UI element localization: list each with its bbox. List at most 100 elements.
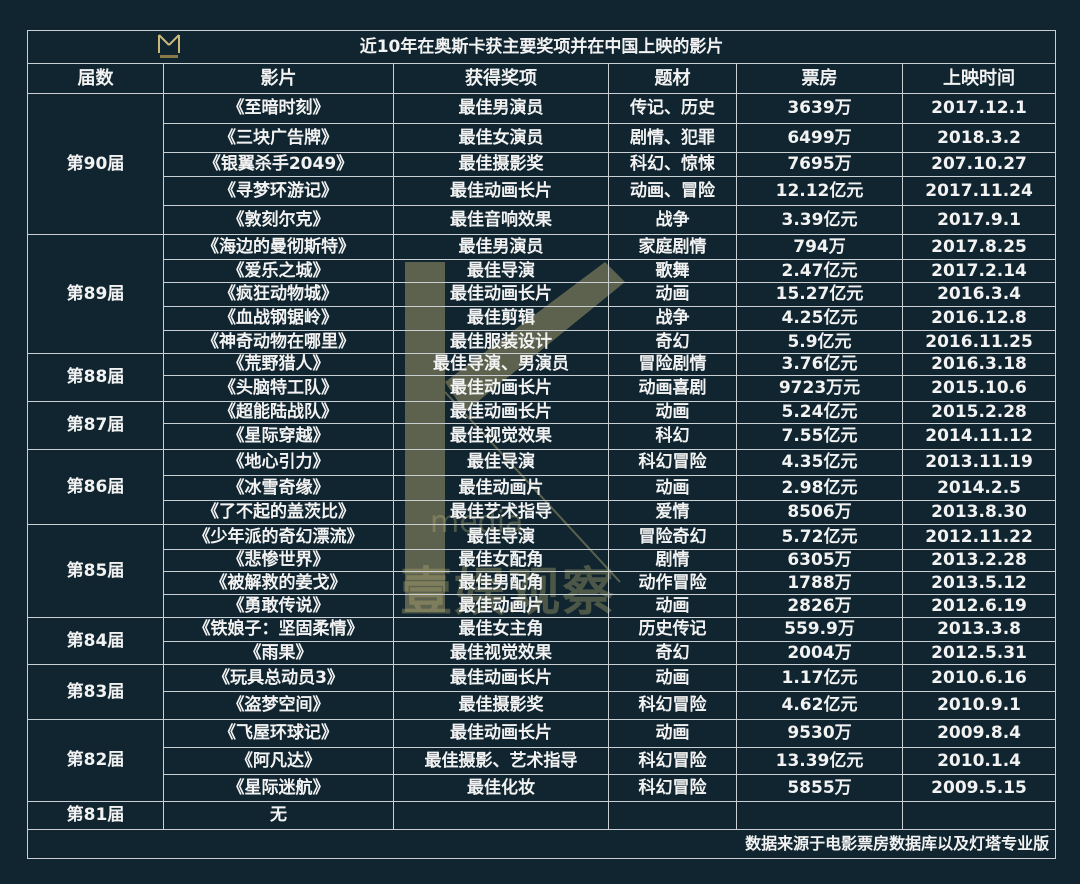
award-cell: 最佳摄影奖 — [393, 691, 609, 720]
brand-logo — [158, 34, 180, 58]
genre-cell: 爱情 — [608, 500, 737, 525]
box-office-cell: 3.39亿元 — [736, 205, 903, 235]
film-cell: 《三块广告牌》 — [163, 123, 394, 153]
table-row: 第87届 《超能陆战队》 最佳动画长片 动画 5.24亿元 2015.2.28 — [27, 401, 1057, 450]
film-cell: 《敦刻尔克》 — [163, 205, 394, 235]
film-cell: 《荒野猎人》 — [163, 353, 394, 376]
award-cell: 最佳男演员 — [393, 93, 609, 124]
genre-cell: 奇幻 — [608, 330, 737, 354]
award-cell: 最佳化妆 — [393, 774, 609, 802]
award-cell: 最佳动画片 — [393, 475, 609, 501]
box-office-cell: 2004万 — [736, 641, 903, 665]
genre-cell: 歌舞 — [608, 259, 737, 283]
header-session: 届数 — [27, 63, 164, 94]
genre-cell: 动画 — [608, 594, 737, 618]
box-office-cell: 4.25亿元 — [736, 306, 903, 331]
film-cell: 《铁娘子：坚固柔情》 — [163, 617, 394, 642]
box-office-cell: 9723万元 — [736, 375, 903, 402]
release-date-cell: 2013.2.28 — [901, 549, 1057, 572]
award-cell: 最佳音响效果 — [393, 205, 609, 235]
award-cell: 最佳男配角 — [393, 571, 609, 595]
table-row: 第83届 《玩具总动员3》 最佳动画长片 动画 1.17亿元 2010.6.16 — [27, 664, 1057, 720]
release-date-cell: 2017.11.24 — [901, 176, 1057, 206]
box-office-cell: 7.55亿元 — [736, 423, 903, 450]
award-cell: 最佳摄影、艺术指导 — [393, 747, 609, 775]
box-office-cell: 1788万 — [736, 571, 903, 595]
header-award: 获得奖项 — [393, 63, 609, 94]
award-cell: 最佳女演员 — [393, 123, 609, 153]
award-cell: 最佳动画片 — [393, 594, 609, 618]
table-row: 第84届 《铁娘子：坚固柔情》 最佳女主角 历史传记 559.9万 2013.3.8 — [27, 617, 1057, 665]
table-row: 《头脑特工队》 最佳动画长片 动画喜剧 9723万元 2015.10.6 — [28, 375, 1057, 402]
release-date-cell: 2012.5.31 — [901, 641, 1057, 665]
box-office-cell: 5.24亿元 — [736, 401, 903, 424]
box-office-cell: 794万 — [736, 234, 903, 260]
table-row: 《三块广告牌》 最佳女演员 剧情、犯罪 6499万 2018.3.2 — [28, 123, 1057, 153]
award-cell: 最佳剪辑 — [393, 306, 609, 331]
film-cell: 《星际穿越》 — [163, 423, 394, 450]
header-film: 影片 — [163, 63, 394, 94]
award-cell: 最佳艺术指导 — [393, 500, 609, 525]
release-date-cell: 2016.11.25 — [901, 330, 1057, 354]
table-row: 《星际迷航》 最佳化妆 科幻冒险 5855万 2009.5.15 — [28, 774, 1057, 802]
table-row: 《爱乐之城》 最佳导演 歌舞 2.47亿元 2017.2.14 — [28, 259, 1057, 283]
genre-cell: 战争 — [608, 205, 737, 235]
film-cell: 《至暗时刻》 — [163, 93, 394, 124]
award-cell: 最佳动画长片 — [393, 401, 609, 424]
film-cell: 《血战钢锯岭》 — [163, 306, 394, 331]
release-date-cell: 2017.2.14 — [901, 259, 1057, 283]
table-row: 《寻梦环游记》 最佳动画长片 动画、冒险 12.12亿元 2017.11.24 — [28, 176, 1057, 206]
release-date-cell: 2013.8.30 — [901, 500, 1057, 525]
oscar-table: 近10年在奥斯卡获主要奖项并在中国上映的影片 届数 影片 获得奖项 题材 票房 上映时间 … — [26, 30, 1057, 859]
film-cell: 《飞屋环球记》 — [163, 719, 394, 748]
genre-cell: 动画 — [608, 719, 737, 748]
genre-cell: 科幻冒险 — [608, 774, 737, 802]
film-cell: 《勇敢传说》 — [163, 594, 394, 618]
release-date-cell: 2016.12.8 — [901, 306, 1057, 331]
award-cell: 最佳视觉效果 — [393, 641, 609, 665]
table-row: 第85届 《少年派的奇幻漂流》 最佳导演 冒险奇幻 5.72亿元 2012.11.22 — [27, 524, 1057, 618]
session-cell: 第82届 — [27, 719, 164, 802]
genre-cell: 冒险奇幻 — [608, 524, 737, 550]
box-office-cell: 2.47亿元 — [736, 259, 903, 283]
film-cell: 无 — [163, 801, 394, 830]
table-row: 第82届 《飞屋环球记》 最佳动画长片 动画 9530万 2009.8.4 — [27, 719, 1057, 802]
release-date-cell: 2013.5.12 — [901, 571, 1057, 595]
release-date-cell: 2015.2.28 — [901, 401, 1057, 424]
table-row: 《血战钢锯岭》 最佳剪辑 战争 4.25亿元 2016.12.8 — [28, 306, 1057, 331]
award-cell: 最佳女主角 — [393, 617, 609, 642]
header-release-date: 上映时间 — [901, 63, 1057, 94]
box-office-cell: 5.72亿元 — [736, 524, 903, 550]
genre-cell: 家庭剧情 — [608, 234, 737, 260]
table-row: 《勇敢传说》 最佳动画片 动画 2826万 2012.6.19 — [28, 594, 1057, 618]
film-cell: 《悲惨世界》 — [163, 549, 394, 572]
genre-cell — [608, 801, 737, 830]
genre-cell: 科幻冒险 — [608, 691, 737, 720]
box-office-cell: 6499万 — [736, 123, 903, 153]
genre-cell: 动画 — [608, 282, 737, 307]
table-row: 《悲惨世界》 最佳女配角 剧情 6305万 2013.2.28 — [28, 549, 1057, 572]
genre-cell: 剧情 — [608, 549, 737, 572]
table-row: 《银翼杀手2049》 最佳摄影奖 科幻、惊悚 7695万 207.10.27 — [28, 152, 1057, 177]
film-cell: 《冰雪奇缘》 — [163, 475, 394, 501]
box-office-cell: 2826万 — [736, 594, 903, 618]
film-cell: 《银翼杀手2049》 — [163, 152, 394, 177]
genre-cell: 科幻、惊悚 — [608, 152, 737, 177]
release-date-cell: 2013.11.19 — [901, 449, 1057, 476]
box-office-cell: 5.9亿元 — [736, 330, 903, 354]
award-cell: 最佳动画长片 — [393, 282, 609, 307]
award-cell: 最佳服装设计 — [393, 330, 609, 354]
box-office-cell: 3639万 — [736, 93, 903, 124]
release-date-cell — [901, 801, 1057, 830]
box-office-cell — [736, 801, 903, 830]
award-cell: 最佳动画长片 — [393, 719, 609, 748]
table-row: 第90届 《至暗时刻》 最佳男演员 传记、历史 3639万 2017.12.1 — [27, 93, 1057, 235]
table-row: 《神奇动物在哪里》 最佳服装设计 奇幻 5.9亿元 2016.11.25 — [28, 330, 1057, 354]
page-title: 近10年在奥斯卡获主要奖项并在中国上映的影片 — [359, 36, 724, 57]
session-cell: 第85届 — [27, 524, 164, 618]
genre-cell: 动画 — [608, 401, 737, 424]
table-row: 《阿凡达》 最佳摄影、艺术指导 科幻冒险 13.39亿元 2010.1.4 — [28, 747, 1057, 775]
award-cell: 最佳导演 — [393, 259, 609, 283]
header-box-office: 票房 — [736, 63, 903, 94]
film-cell: 《爱乐之城》 — [163, 259, 394, 283]
